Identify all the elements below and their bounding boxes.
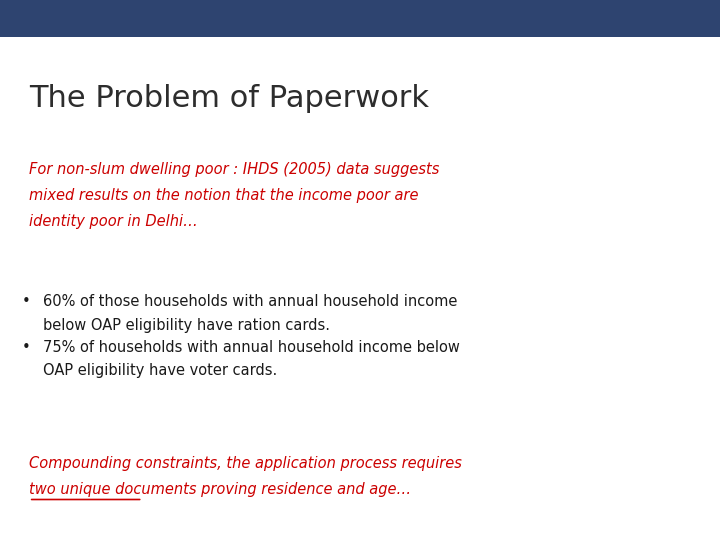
Text: •: •: [22, 294, 30, 309]
Text: mixed results on the notion that the income poor are: mixed results on the notion that the inc…: [29, 188, 418, 203]
Text: •: •: [22, 340, 30, 355]
Text: Compounding constraints, the application process requires: Compounding constraints, the application…: [29, 456, 462, 471]
Text: OAP eligibility have voter cards.: OAP eligibility have voter cards.: [43, 363, 277, 379]
Text: 60% of those households with annual household income: 60% of those households with annual hous…: [43, 294, 458, 309]
Text: below OAP eligibility have ration cards.: below OAP eligibility have ration cards.: [43, 318, 330, 333]
Text: For non-slum dwelling poor : IHDS (2005) data suggests: For non-slum dwelling poor : IHDS (2005)…: [29, 162, 439, 177]
Text: The Problem of Paperwork: The Problem of Paperwork: [29, 84, 429, 113]
Bar: [0, 0, 720, 37]
Text: 75% of households with annual household income below: 75% of households with annual household …: [43, 340, 460, 355]
Text: two unique documents proving residence and age…: two unique documents proving residence a…: [29, 482, 411, 497]
Text: identity poor in Delhi…: identity poor in Delhi…: [29, 214, 197, 229]
